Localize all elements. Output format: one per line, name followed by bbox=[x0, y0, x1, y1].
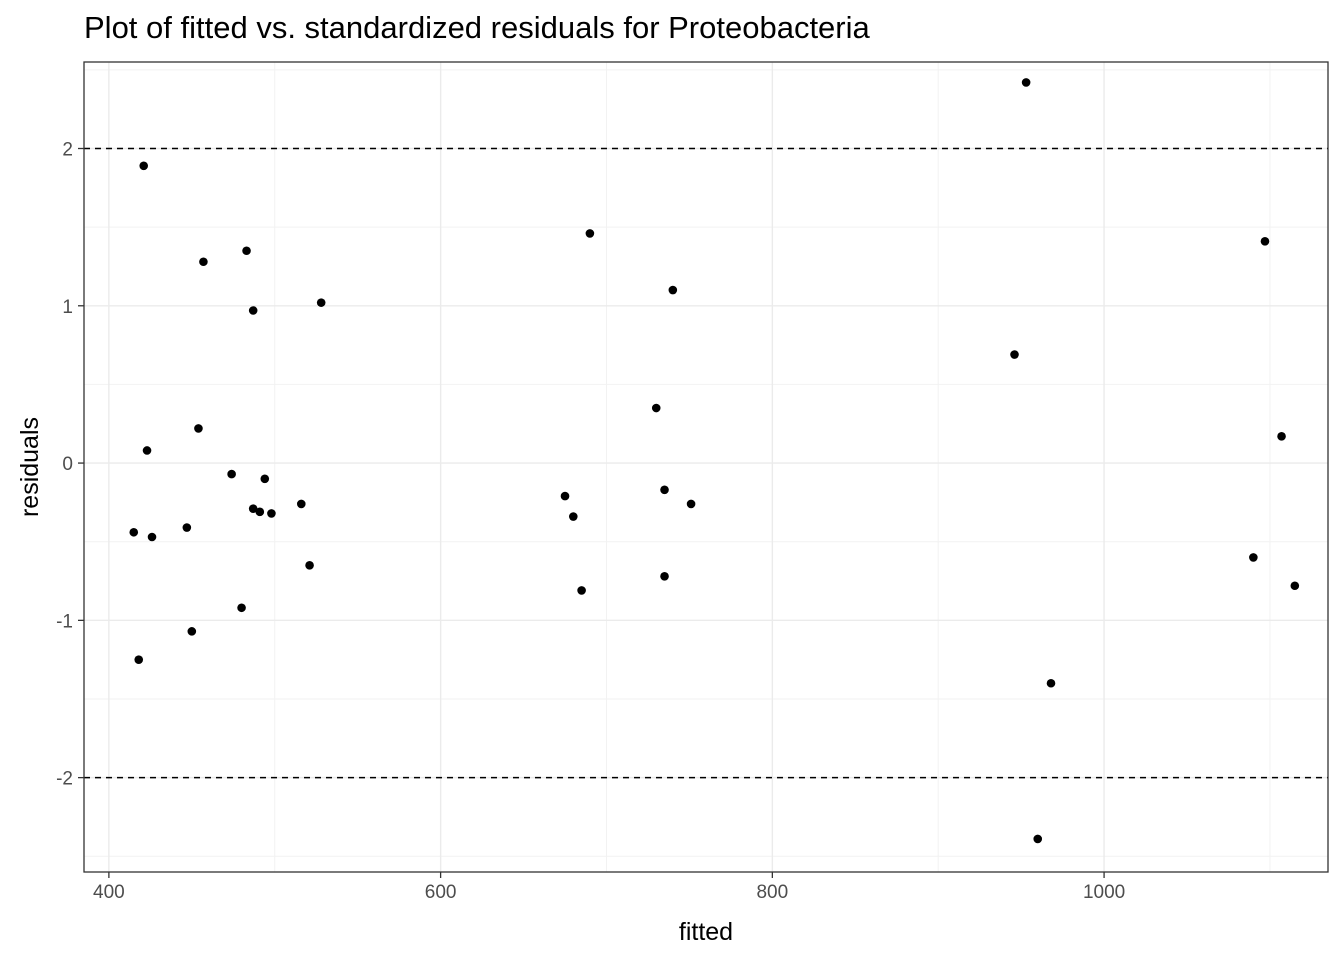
x-tick-label: 400 bbox=[93, 882, 125, 903]
data-point bbox=[267, 509, 276, 518]
data-points bbox=[129, 78, 1300, 844]
y-tick-label: -2 bbox=[56, 769, 73, 790]
x-tick-label: 1000 bbox=[1083, 882, 1125, 903]
y-tick-label: 2 bbox=[62, 140, 73, 161]
data-point bbox=[296, 499, 306, 509]
y-tick-label: -1 bbox=[56, 611, 73, 632]
data-point bbox=[1290, 581, 1300, 591]
data-point bbox=[147, 532, 157, 542]
data-point bbox=[129, 527, 139, 537]
data-point bbox=[651, 403, 661, 413]
minor-gridlines bbox=[84, 62, 1328, 872]
data-point bbox=[182, 523, 192, 532]
x-tick-label: 600 bbox=[425, 882, 457, 903]
data-point bbox=[577, 586, 586, 595]
data-point bbox=[569, 512, 578, 521]
data-point bbox=[260, 474, 270, 484]
x-tick-label: 800 bbox=[756, 882, 788, 903]
data-point bbox=[242, 246, 251, 256]
plot-panel-border bbox=[83, 61, 1329, 873]
data-point bbox=[1021, 78, 1031, 87]
data-point bbox=[237, 603, 246, 613]
data-point bbox=[660, 485, 669, 495]
data-point bbox=[686, 499, 696, 509]
data-point bbox=[134, 655, 144, 664]
data-point bbox=[227, 469, 236, 479]
data-point bbox=[248, 306, 258, 315]
data-point bbox=[1260, 237, 1270, 246]
x-axis-title: fitted bbox=[679, 918, 733, 946]
data-point bbox=[1046, 678, 1056, 688]
data-point bbox=[668, 285, 678, 295]
data-point bbox=[187, 627, 197, 636]
y-tick-label: 1 bbox=[62, 297, 73, 318]
data-point bbox=[660, 572, 669, 581]
chart-title: Plot of fitted vs. standardized residual… bbox=[84, 10, 870, 45]
data-point bbox=[560, 491, 570, 501]
data-point bbox=[194, 424, 203, 433]
data-point bbox=[142, 446, 152, 455]
data-point bbox=[255, 507, 265, 517]
data-point bbox=[248, 504, 258, 513]
x-axis: 400 600 800 1000 bbox=[93, 872, 1125, 903]
data-point bbox=[585, 229, 595, 238]
data-point bbox=[139, 161, 149, 171]
data-point bbox=[1277, 432, 1286, 441]
plot-panel-background bbox=[84, 62, 1328, 872]
reference-lines bbox=[84, 147, 1328, 779]
data-point bbox=[1033, 834, 1043, 844]
data-point bbox=[305, 561, 314, 570]
y-axis-title: residuals bbox=[16, 417, 44, 517]
y-axis: 2 1 0 -1 -2 bbox=[56, 140, 84, 790]
data-point bbox=[199, 257, 208, 267]
data-point bbox=[1010, 350, 1019, 359]
y-tick-label: 0 bbox=[62, 454, 73, 475]
data-point bbox=[316, 298, 326, 307]
data-point bbox=[1249, 553, 1258, 562]
